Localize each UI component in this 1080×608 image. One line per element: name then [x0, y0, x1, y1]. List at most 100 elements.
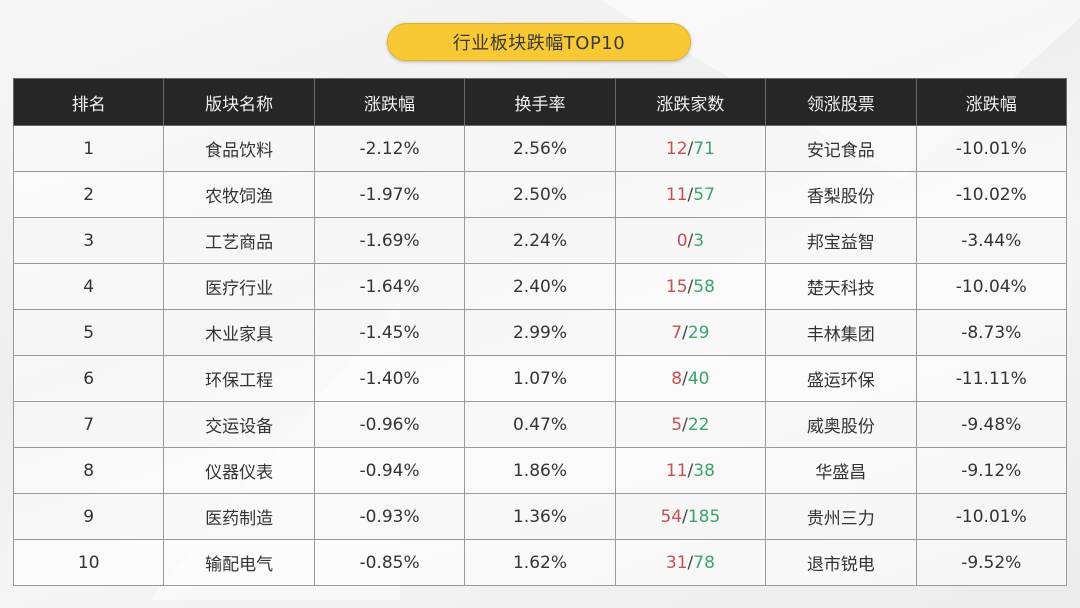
- page-title: 行业板块跌幅TOP10: [387, 23, 691, 61]
- down-count: 57: [693, 184, 715, 205]
- cell-sector-name: 工艺商品: [163, 217, 315, 264]
- separator: /: [682, 322, 688, 343]
- down-count: 38: [693, 460, 715, 481]
- up-count: 15: [665, 276, 688, 297]
- cell-rank: 6: [12, 355, 165, 402]
- cell-leading-stock: 丰林集团: [765, 309, 917, 356]
- cell-leading-stock: 楚天科技: [765, 263, 917, 310]
- cell-leader-change: -10.01%: [915, 493, 1068, 540]
- cell-sector-name: 农牧饲渔: [163, 171, 315, 218]
- separator: /: [687, 230, 694, 251]
- cell-leader-change: -9.48%: [915, 401, 1068, 448]
- table-row: 2 农牧饲渔 -1.97% 2.50% 11/57 香梨股份 -10.02%: [12, 171, 1068, 218]
- table-row: 8 仪器仪表 -0.94% 1.86% 11/38 华盛昌 -9.12%: [12, 447, 1068, 494]
- table-row: 10 输配电气 -0.85% 1.62% 31/78 退市锐电 -9.52%: [12, 539, 1068, 586]
- cell-change: -1.97%: [313, 171, 466, 218]
- separator: /: [687, 460, 694, 481]
- cell-sector-name: 医药制造: [163, 493, 315, 540]
- cell-rank: 2: [12, 171, 165, 218]
- cell-sector-name: 环保工程: [163, 355, 315, 402]
- separator: /: [687, 138, 694, 159]
- cell-rank: 3: [12, 217, 165, 264]
- cell-change: -1.69%: [313, 217, 466, 264]
- cell-change: -0.96%: [313, 401, 466, 448]
- separator: /: [682, 506, 688, 527]
- cell-leading-stock: 邦宝益智: [765, 217, 917, 264]
- table-row: 3 工艺商品 -1.69% 2.24% 0/3 邦宝益智 -3.44%: [12, 217, 1068, 264]
- up-count: 11: [665, 184, 688, 205]
- cell-change: -0.93%: [313, 493, 466, 540]
- cell-rank: 10: [12, 539, 165, 586]
- cell-leader-change: -9.12%: [915, 447, 1068, 494]
- cell-sector-name: 食品饮料: [163, 125, 315, 172]
- cell-rank: 8: [12, 447, 165, 494]
- header-turnover: 换手率: [464, 78, 616, 126]
- cell-turnover: 1.62%: [464, 539, 616, 586]
- cell-sector-name: 交运设备: [163, 401, 315, 448]
- cell-rank: 4: [12, 263, 165, 310]
- down-count: 22: [687, 414, 710, 435]
- cell-leader-change: -10.04%: [915, 263, 1068, 310]
- table-row: 1 食品饮料 -2.12% 2.56% 12/71 安记食品 -10.01%: [12, 125, 1068, 172]
- cell-rank: 1: [12, 125, 165, 172]
- separator: /: [687, 276, 694, 297]
- header-leader-change: 涨跌幅: [915, 78, 1068, 126]
- cell-up-down-count: 15/58: [614, 263, 767, 310]
- cell-leading-stock: 盛运环保: [765, 355, 917, 402]
- up-count: 54: [660, 506, 683, 527]
- separator: /: [687, 184, 694, 205]
- cell-rank: 9: [12, 493, 165, 540]
- cell-change: -0.94%: [313, 447, 466, 494]
- cell-turnover: 1.36%: [464, 493, 616, 540]
- down-count: 29: [687, 322, 710, 343]
- table-row: 4 医疗行业 -1.64% 2.40% 15/58 楚天科技 -10.04%: [12, 263, 1068, 310]
- separator: /: [682, 414, 688, 435]
- cell-sector-name: 输配电气: [163, 539, 315, 586]
- table-row: 7 交运设备 -0.96% 0.47% 5/22 威奥股份 -9.48%: [12, 401, 1068, 448]
- cell-change: -1.45%: [313, 309, 466, 356]
- cell-rank: 5: [12, 309, 165, 356]
- cell-leader-change: -8.73%: [915, 309, 1068, 356]
- cell-turnover: 2.99%: [464, 309, 616, 356]
- table-row: 5 木业家具 -1.45% 2.99% 7/29 丰林集团 -8.73%: [12, 309, 1068, 356]
- cell-turnover: 2.40%: [464, 263, 616, 310]
- table-row: 9 医药制造 -0.93% 1.36% 54/185 贵州三力 -10.01%: [12, 493, 1068, 540]
- cell-leading-stock: 华盛昌: [765, 447, 917, 494]
- cell-change: -0.85%: [313, 539, 466, 586]
- cell-turnover: 1.07%: [464, 355, 616, 402]
- table-row: 6 环保工程 -1.40% 1.07% 8/40 盛运环保 -11.11%: [12, 355, 1068, 402]
- cell-turnover: 2.50%: [464, 171, 616, 218]
- up-count: 8: [671, 368, 683, 389]
- cell-leader-change: -10.01%: [915, 125, 1068, 172]
- cell-leader-change: -10.02%: [915, 171, 1068, 218]
- up-count: 7: [671, 322, 683, 343]
- down-count: 40: [687, 368, 710, 389]
- cell-change: -2.12%: [313, 125, 466, 172]
- cell-leading-stock: 威奥股份: [765, 401, 917, 448]
- header-rank: 排名: [12, 78, 165, 126]
- cell-turnover: 0.47%: [464, 401, 616, 448]
- down-count: 58: [693, 276, 715, 297]
- table-header-row: 排名 版块名称 涨跌幅 换手率 涨跌家数 领涨股票 涨跌幅: [12, 78, 1068, 126]
- cell-leader-change: -11.11%: [915, 355, 1068, 402]
- cell-up-down-count: 5/22: [614, 401, 767, 448]
- header-sector-name: 版块名称: [163, 78, 315, 126]
- cell-leading-stock: 退市锐电: [765, 539, 917, 586]
- cell-sector-name: 木业家具: [163, 309, 315, 356]
- cell-change: -1.64%: [313, 263, 466, 310]
- page-title-text: 行业板块跌幅TOP10: [452, 33, 626, 54]
- cell-up-down-count: 31/78: [614, 539, 767, 586]
- cell-up-down-count: 11/38: [614, 447, 767, 494]
- cell-turnover: 1.86%: [464, 447, 616, 494]
- up-count: 11: [665, 460, 688, 481]
- down-count: 78: [693, 552, 715, 573]
- cell-leading-stock: 安记食品: [765, 125, 917, 172]
- down-count: 3: [693, 230, 705, 251]
- separator: /: [687, 552, 694, 573]
- cell-change: -1.40%: [313, 355, 466, 402]
- cell-up-down-count: 12/71: [614, 125, 767, 172]
- cell-sector-name: 仪器仪表: [163, 447, 315, 494]
- cell-rank: 7: [12, 401, 165, 448]
- cell-turnover: 2.56%: [464, 125, 616, 172]
- up-count: 31: [665, 552, 688, 573]
